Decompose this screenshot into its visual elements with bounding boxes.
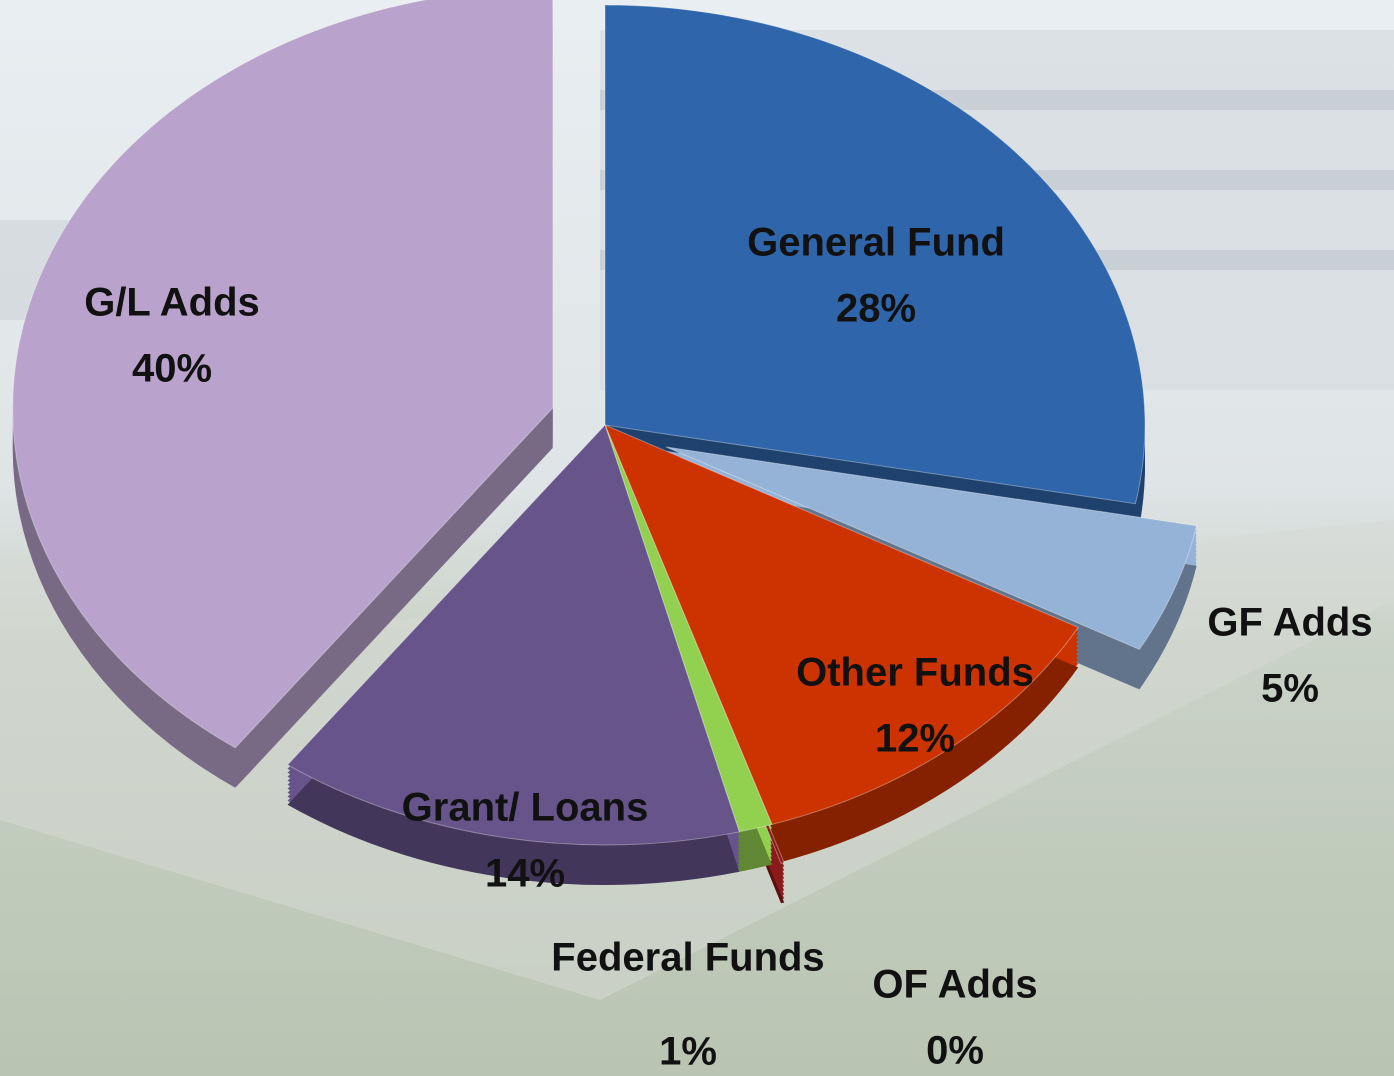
slice-value-label: 1% (659, 1030, 717, 1074)
slice-value-label: 14% (485, 852, 565, 896)
slice (604, 424, 773, 833)
slice-value-label: 5% (1261, 667, 1319, 711)
pie-slices (12, 0, 1198, 864)
slice-label: Other Funds (796, 651, 1034, 695)
slice-label: GF Adds (1207, 601, 1372, 645)
slice-label: Federal Funds (551, 936, 824, 980)
slice (604, 424, 1079, 826)
slice (604, 4, 1146, 505)
slice-value-label: 28% (836, 287, 916, 331)
slice (286, 424, 740, 846)
slice-label: G/L Adds (84, 281, 260, 325)
slice-label: OF Adds (872, 963, 1037, 1007)
slice-value-label: 40% (132, 347, 212, 391)
labels: General Fund 28% GF Adds 5% Other Funds 12% OF… (84, 221, 1372, 1074)
slice (12, 0, 554, 749)
slice (665, 446, 1198, 650)
slice-value-label: 12% (875, 717, 955, 761)
slice-value-label: 0% (926, 1029, 984, 1073)
slice-label: General Fund (747, 221, 1005, 265)
slice-label: Grant/ Loans (402, 786, 649, 830)
